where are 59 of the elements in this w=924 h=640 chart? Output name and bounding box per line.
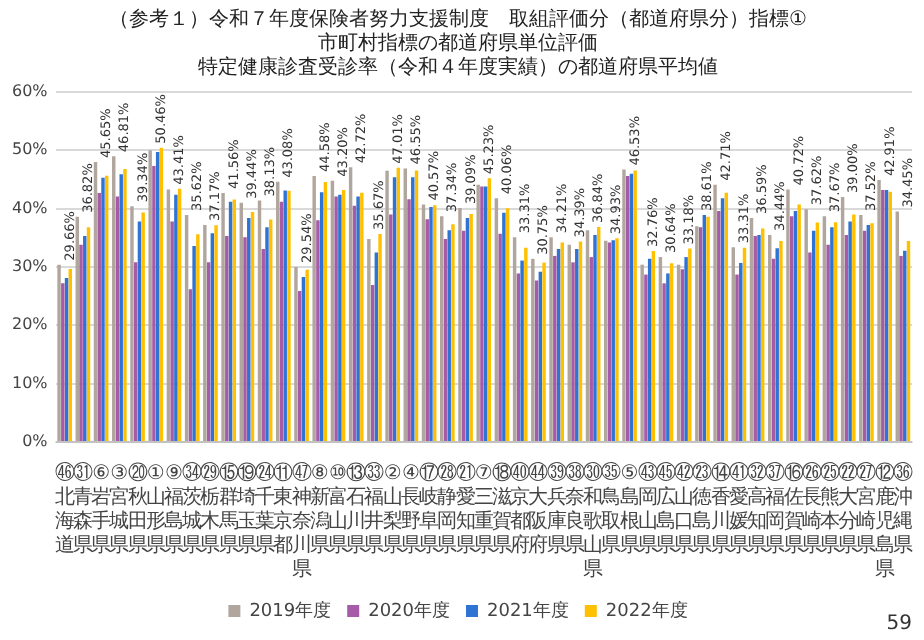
x-tick-label: ㉞茨城県 [180,461,203,558]
x-tick-label: ㊴兵庫県 [546,463,567,558]
x-tick-label: ㉔千葉県 [255,461,276,558]
x-tick-label: ㉗宮崎県 [856,461,877,558]
x-tick-label: ㉕熊本県 [820,461,840,558]
chart-title: （参考１）令和７年度保険者努力支援制度 取組評価分（都道府県分）指標① 市町村指標の都道府県単位評価 [109,7,808,56]
legend-label: 2020年度 [368,599,450,622]
x-tick-label: ⑭香川県 [710,461,731,558]
y-tick-label: 60% [12,82,49,101]
x-tick-label: ㊷山口県 [674,461,695,558]
x-tick-label: ㉟鳥取県 [599,461,622,558]
x-tick-label: ⑥岩手県 [91,463,112,558]
x-tick-label: ㉚和歌山県 [583,463,604,582]
legend-label: 2019年度 [249,599,332,622]
x-tick-label: ⑫鹿児島県 [874,461,895,582]
y-tick-label: 40% [12,198,49,217]
x-tick-label: ㊼神奈川県 [291,461,312,582]
x-tick-label: ⑱滋賀県 [492,461,512,558]
x-tick-label: ㉛青森県 [72,461,93,558]
legend-label: 2022年度 [605,599,688,622]
x-tick-label: ㉘静岡県 [437,461,458,558]
x-tick-label: ㊹大阪府 [528,461,549,558]
y-tick-label: 50% [12,140,49,159]
y-tick-label: 0% [22,432,49,451]
x-tick-label: ⑨福島県 [164,463,185,558]
x-tick-label: ⑧新潟県 [309,463,330,558]
x-tick-label: ㊳奈良県 [564,463,585,558]
x-tick-label: ㊵京都府 [510,461,531,558]
legend-label: 2021年度 [487,599,569,622]
x-tick-label: ⑳秋田県 [127,461,148,558]
x-tick-label: ㊺広島県 [656,461,676,558]
x-tick-label: ㊲福岡県 [765,461,786,558]
x-tick-label: ㉒大分県 [838,461,859,558]
x-tick-label: ③宮城県 [107,463,130,558]
x-tick-label: ㊶愛媛県 [728,461,749,558]
x-tick-label: ②山梨県 [382,463,403,558]
y-tick-label: 30% [12,257,49,276]
x-tick-label: ㉑愛知県 [455,461,476,558]
x-tick-label: ㉙栃木県 [200,461,221,558]
x-tick-label: ⑤島根県 [619,463,640,558]
x-tick-label: ⑩富山県 [328,463,348,558]
y-tick-label: 10% [12,373,49,392]
x-tick-label: ⑯佐賀県 [783,461,804,558]
x-tick-label: ㊸岡山県 [637,461,658,558]
x-tick-label: ㊱沖縄県 [890,463,913,558]
text: 59 [886,613,912,636]
x-tick-label: ④長野県 [400,463,421,558]
x-tick-label: ⑪東京都 [273,461,294,558]
x-tick-label: ㉓徳島県 [692,463,713,558]
y-tick-label: 20% [12,315,49,334]
x-tick-label: ㉝福井県 [364,463,385,558]
x-tick-label: ㉖長崎県 [801,463,822,558]
x-tick-label: ⑬石川県 [346,461,367,558]
chart-subtitle: 特定健康診査受診率（令和４年度実績）の都道府県平均値 [198,55,718,80]
x-tick-label: ㉜高知県 [747,463,768,558]
x-tick-label: ①山形県 [145,463,166,558]
x-tick-label: ⑰岐阜県 [419,461,440,558]
x-tick-label: ㊻北海道 [54,461,75,558]
x-tick-label: ⑦三重県 [473,463,494,558]
